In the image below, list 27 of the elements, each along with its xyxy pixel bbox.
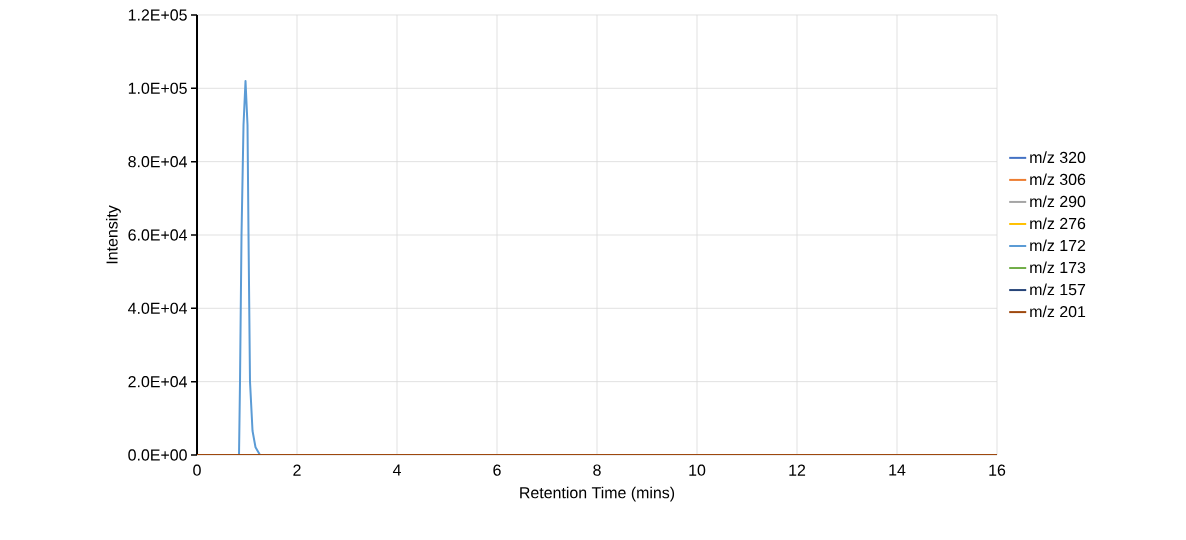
x-tick-label: 0: [193, 464, 201, 476]
y-tick-label: 0.0E+00: [128, 449, 187, 461]
legend-label: m/z 290: [1030, 195, 1086, 208]
line-series: [238, 79, 262, 455]
y-tick-label: 1.2E+05: [128, 9, 187, 21]
x-tick-label: 14: [889, 464, 906, 476]
y-tick-label: 4.0E+04: [128, 302, 188, 314]
x-tick-label: 12: [789, 464, 806, 476]
x-tick-label: 8: [593, 464, 601, 476]
x-tick-label: 16: [989, 464, 1006, 476]
legend-label: m/z 173: [1030, 261, 1086, 274]
y-tick-label: 8.0E+04: [128, 156, 188, 168]
legend-label: m/z 201: [1030, 305, 1086, 318]
x-axis-title: Retention Time (mins): [520, 486, 675, 502]
legend-label: m/z 306: [1030, 173, 1086, 186]
y-tick-label: 1.0E+05: [128, 82, 187, 94]
y-tick-label: 2.0E+04: [128, 376, 188, 388]
legend-label: m/z 157: [1030, 283, 1086, 296]
legend-label: m/z 172: [1030, 239, 1086, 252]
y-axis-title: Intensity: [105, 205, 121, 264]
x-tick-label: 4: [392, 464, 401, 476]
legend-label: m/z 276: [1030, 217, 1086, 230]
x-tick-label: 2: [293, 464, 301, 476]
x-tick-label: 6: [493, 464, 501, 476]
y-tick-label: 6.0E+04: [128, 229, 188, 241]
x-tick-label: 10: [689, 464, 706, 476]
legend-label: m/z 320: [1030, 151, 1086, 164]
